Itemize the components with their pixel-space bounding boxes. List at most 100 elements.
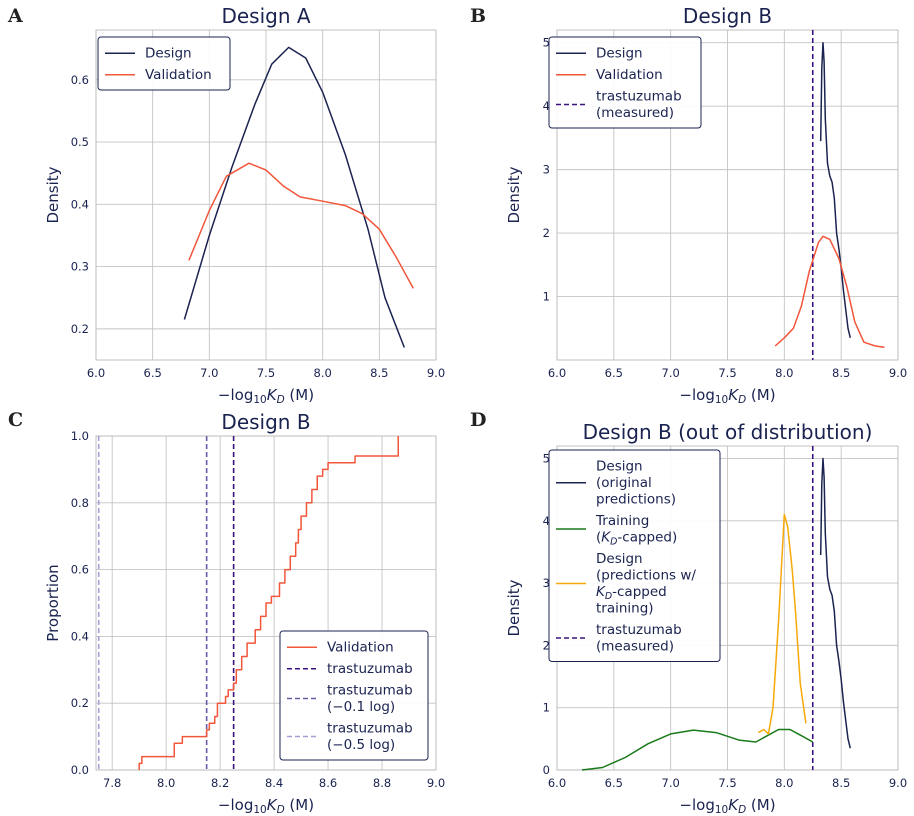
legend-label: trastuzumab: [327, 721, 413, 737]
x-tick-label: 8.0: [314, 366, 332, 380]
chart-title: Design B: [683, 4, 772, 28]
y-tick-label: 0.2: [71, 322, 89, 336]
x-tick-label: 8.6: [319, 776, 337, 790]
panel-c-ecdf-chart: 7.8 8.0 8.2 8.4 8.6 8.8 9.0 0.0 0.2 0.4 0.6 0.8 1.0 D…: [44, 410, 445, 816]
panel-d-ood-density-chart: 6.0 6.5 7.0 7.5 8.0 8.5 9.0 0 1 2 3 4 5 Design B (out…: [505, 420, 907, 816]
legend-label: (original: [596, 475, 652, 491]
y-tick-label: 3: [543, 576, 550, 590]
y-tick-label: 1: [543, 290, 550, 304]
x-tick-label: 6.5: [605, 366, 623, 380]
y-tick-label: 0.3: [71, 260, 89, 274]
x-tick-label: 7.5: [718, 776, 736, 790]
y-tick-label: 0.5: [71, 135, 89, 149]
y-tick-label: 0.0: [71, 763, 89, 777]
legend-label: Design: [596, 551, 643, 567]
legend: Design(originalpredictions)Training(KD​-…: [548, 449, 721, 662]
x-tick-label: 8.0: [157, 776, 175, 790]
x-tick-label: 7.5: [718, 366, 736, 380]
legend-label: Validation: [327, 640, 394, 656]
chart-title: Design B: [221, 410, 310, 434]
y-axis-label: Density: [44, 166, 62, 223]
legend-label: predictions): [596, 492, 676, 508]
legend-label: (−0.1 log): [327, 699, 395, 715]
y-tick-label: 4: [543, 514, 550, 528]
series-line-capped_design: [757, 513, 807, 735]
legend-label: (measured): [596, 639, 674, 655]
legend-label: Design: [145, 46, 192, 62]
legend-label: trastuzumab: [596, 89, 682, 105]
x-tick-label: 8.5: [370, 366, 388, 380]
y-tick-label: 2: [543, 638, 550, 652]
plot-area-frame: [556, 29, 899, 361]
series-line-training: [581, 728, 814, 771]
series-line-validation: [188, 162, 414, 289]
x-tick-label: 8.5: [832, 776, 850, 790]
legend-box: [97, 36, 231, 91]
legend-box: [548, 36, 702, 129]
x-axis-label: −log10​KD​ (M): [218, 386, 314, 406]
x-tick-label: 6.0: [87, 366, 105, 380]
series-line-validation: [774, 235, 885, 349]
panel-a-density-chart: 6.0 6.5 7.0 7.5 8.0 8.5 9.0 0.2 0.3 0.4 0.5 0.6 Desi…: [44, 4, 445, 406]
panel-letter-a: A: [7, 5, 23, 27]
series-line-design: [819, 457, 852, 749]
panel-b-density-chart: 6.0 6.5 7.0 7.5 8.0 8.5 9.0 1 2 3 4 5 Design B −log10…: [505, 4, 907, 406]
y-tick-label: 4: [543, 99, 550, 113]
panel-letter-d: D: [470, 409, 486, 431]
legend-label: Validation: [145, 67, 212, 83]
x-tick-label: 7.0: [200, 366, 218, 380]
x-tick-label: 6.5: [144, 366, 162, 380]
x-tick-label: 8.5: [832, 366, 850, 380]
legend-label: Design: [596, 46, 643, 62]
y-tick-label: 0.8: [71, 496, 89, 510]
legend-box: [548, 449, 721, 662]
chart-title: Design B (out of distribution): [583, 420, 873, 444]
y-axis-label: Proportion: [44, 564, 62, 641]
x-tick-label: 6.0: [548, 366, 566, 380]
x-tick-label: 7.0: [662, 366, 680, 380]
plot-area-frame: [95, 435, 437, 771]
y-axis-label: Density: [505, 579, 523, 636]
x-tick-label: 8.2: [211, 776, 229, 790]
x-tick-label: 8.4: [265, 776, 283, 790]
legend-label: (measured): [596, 105, 674, 121]
legend-label: (predictions w/: [596, 568, 696, 584]
y-tick-label: 0.4: [71, 629, 89, 643]
legend-box: [279, 630, 429, 761]
x-tick-label: 7.0: [662, 776, 680, 790]
legend-label: Validation: [596, 67, 663, 83]
chart-title: Design A: [221, 4, 310, 28]
x-tick-label: 7.8: [103, 776, 121, 790]
x-axis-label: −log10​KD​ (M): [679, 796, 775, 816]
x-tick-label: 9.0: [427, 366, 445, 380]
x-tick-label: 9.0: [889, 776, 907, 790]
y-tick-label: 0.4: [71, 197, 89, 211]
legend: Design Validation: [97, 36, 231, 91]
x-tick-label: 9.0: [427, 776, 445, 790]
panel-letter-c: C: [8, 409, 23, 431]
y-tick-label: 2: [543, 226, 550, 240]
y-tick-label: 0.2: [71, 696, 89, 710]
y-tick-label: 3: [543, 163, 550, 177]
x-tick-label: 6.0: [548, 776, 566, 790]
x-tick-label: 7.5: [257, 366, 275, 380]
y-axis-label: Density: [505, 166, 523, 223]
legend-label: trastuzumab: [327, 661, 413, 677]
legend-label: trastuzumab: [596, 622, 682, 638]
x-tick-label: 8.8: [373, 776, 391, 790]
series-line-validation: [138, 436, 399, 770]
x-axis-label: −log10​KD​ (M): [679, 386, 775, 406]
series-line-design: [183, 46, 405, 348]
y-tick-label: 5: [543, 451, 550, 465]
legend-label: (−0.5 log): [327, 737, 395, 753]
x-tick-label: 9.0: [889, 366, 907, 380]
legend-label: training): [596, 601, 654, 617]
x-tick-label: 8.0: [775, 366, 793, 380]
y-tick-label: 5: [543, 36, 550, 50]
panel-letter-b: B: [470, 5, 486, 27]
legend-label: KD​-capped: [596, 584, 667, 602]
plot-area-frame: [95, 29, 437, 361]
legend-label: Design: [596, 459, 643, 475]
y-tick-label: 0: [543, 763, 550, 777]
